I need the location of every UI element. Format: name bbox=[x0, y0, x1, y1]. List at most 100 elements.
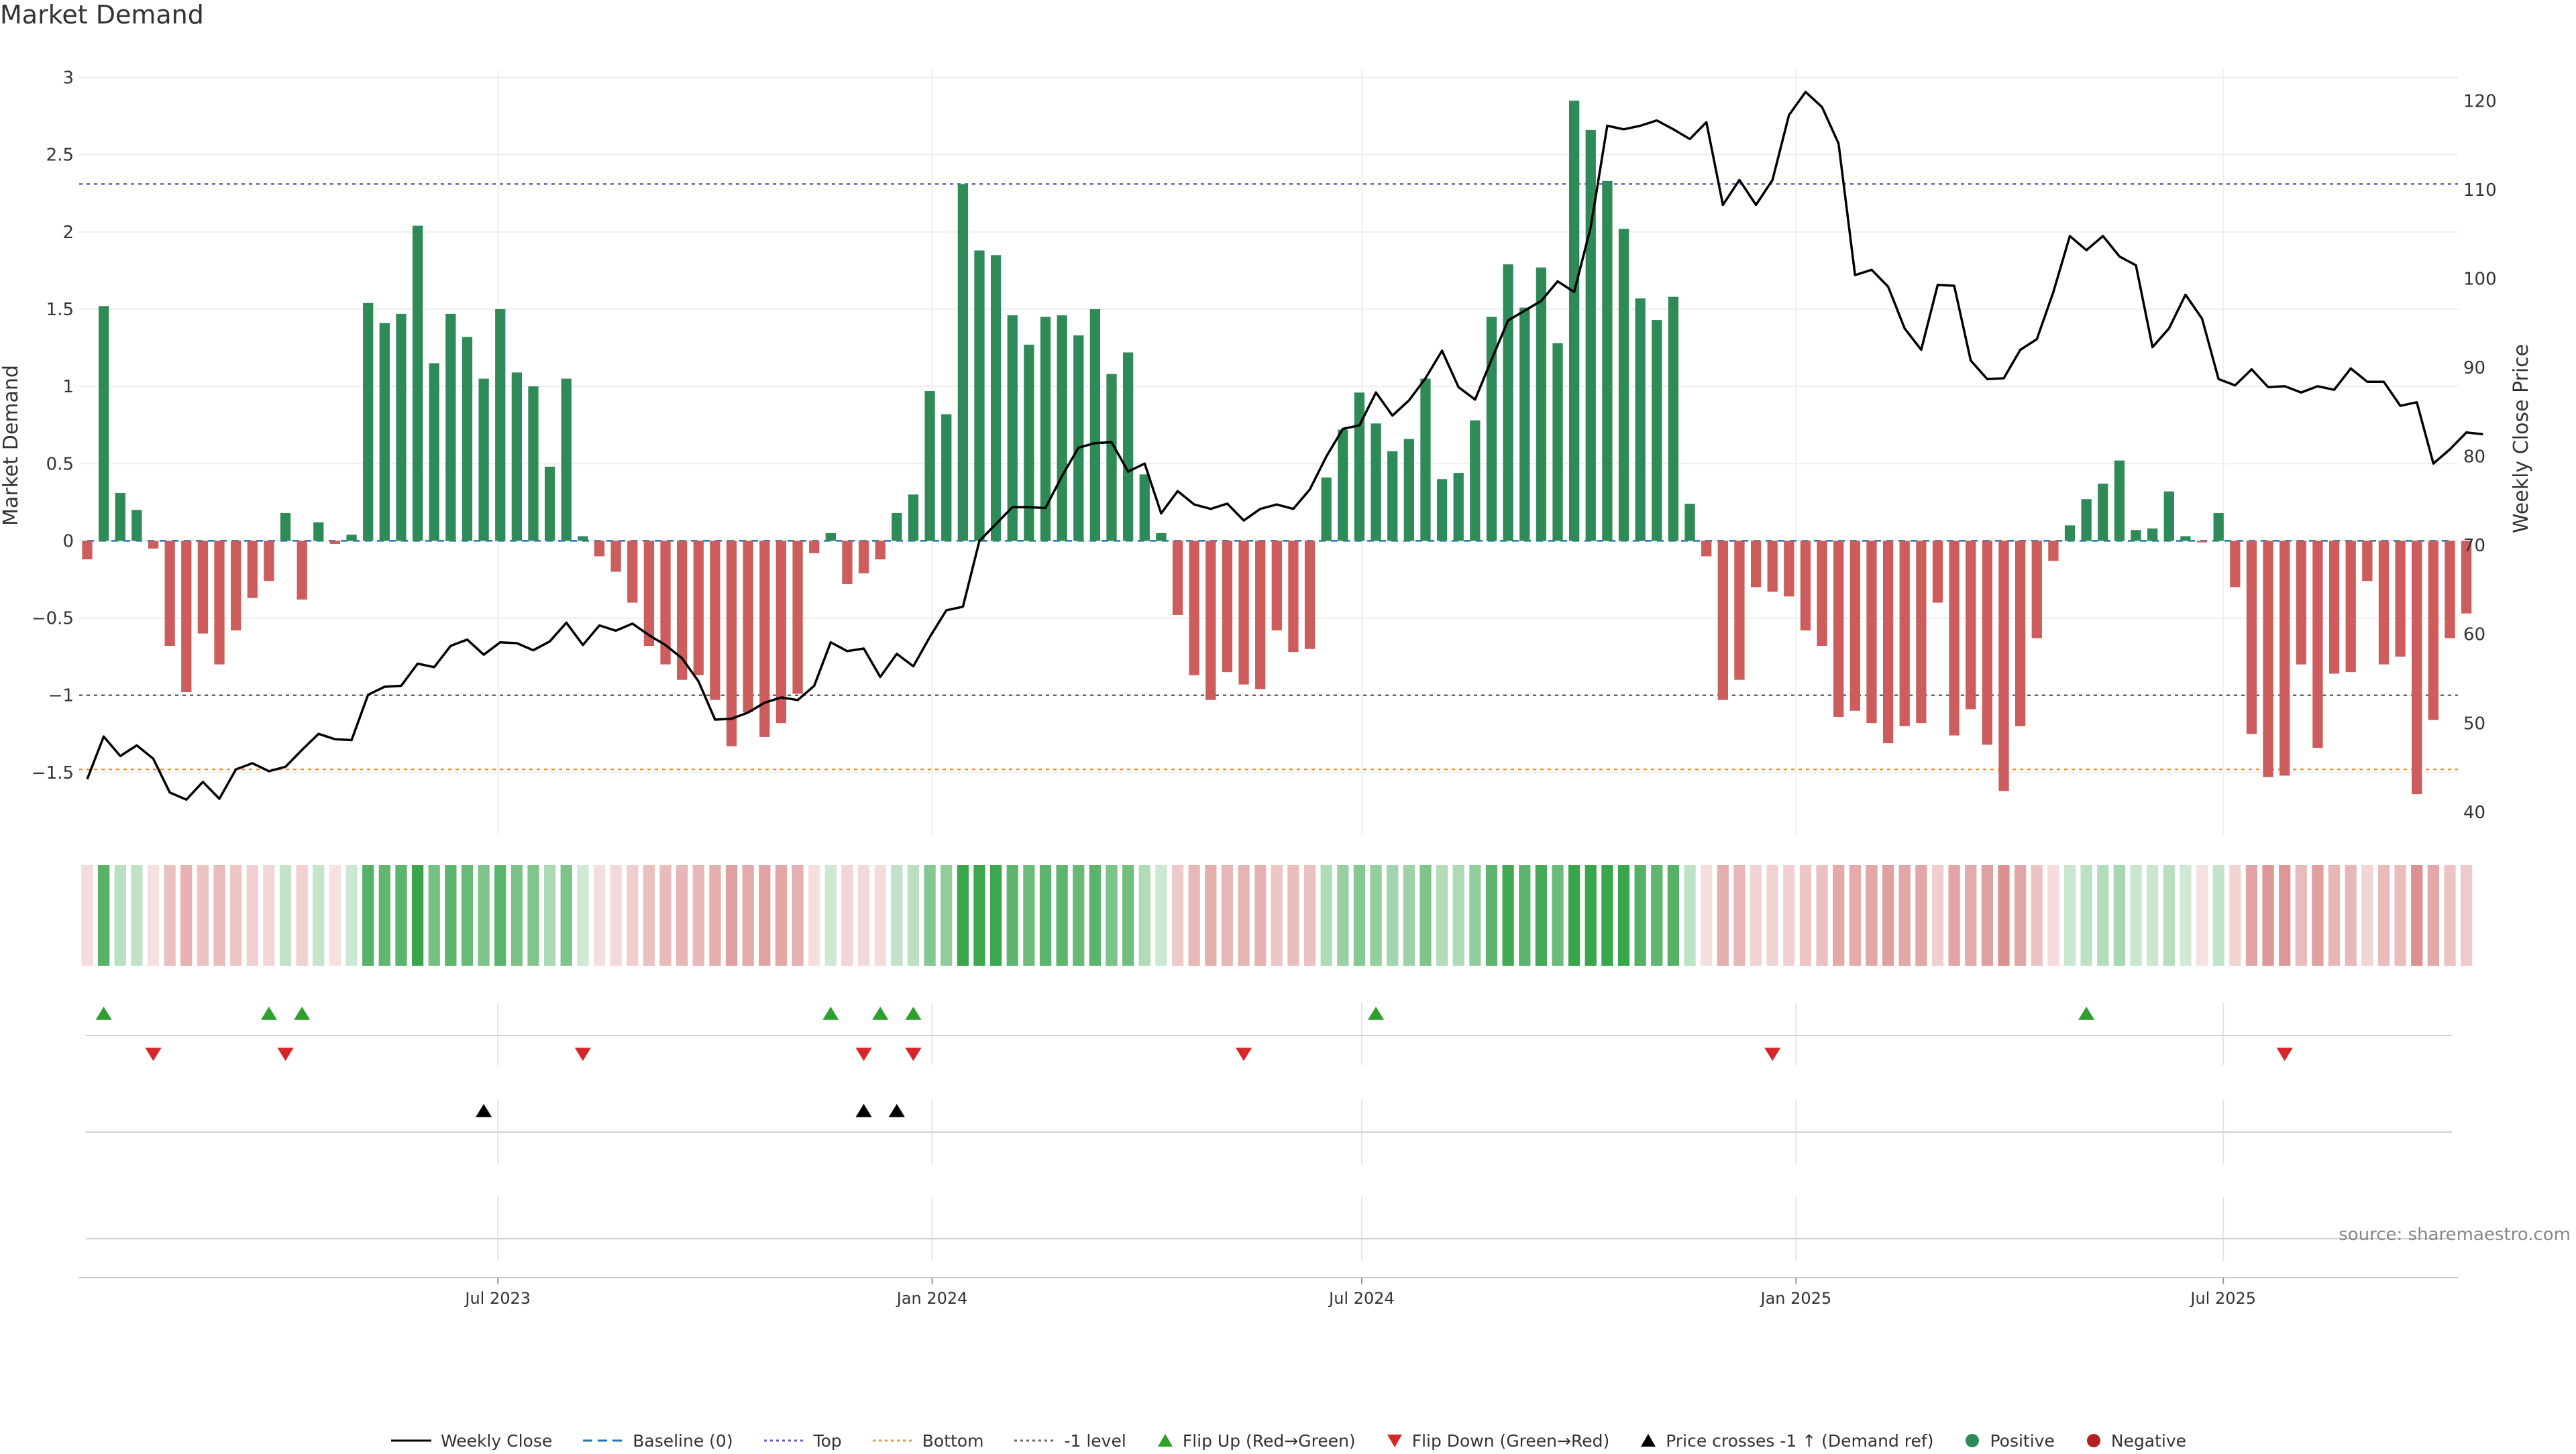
demand-bar bbox=[1717, 541, 1728, 700]
legend-swatch-icon bbox=[872, 1439, 913, 1442]
heat-cell bbox=[2080, 865, 2092, 966]
legend-item: Flip Up (Red→Green) bbox=[1156, 1431, 1356, 1451]
demand-bar bbox=[1271, 541, 1282, 630]
demand-bar bbox=[2048, 541, 2059, 561]
heat-cell bbox=[824, 865, 837, 966]
legend-item: Weekly Close bbox=[390, 1431, 552, 1451]
legend-label: Positive bbox=[1990, 1431, 2055, 1451]
demand-bar bbox=[858, 541, 869, 573]
legend-label: Flip Up (Red→Green) bbox=[1182, 1431, 1356, 1451]
legend-item: Negative bbox=[2084, 1431, 2186, 1451]
demand-bar bbox=[1453, 473, 1464, 541]
demand-bar bbox=[1106, 374, 1117, 541]
heat-cell bbox=[1370, 865, 1382, 966]
y-tick-label: −1 bbox=[48, 686, 74, 706]
demand-bar bbox=[2312, 541, 2323, 748]
heat-cell bbox=[1535, 865, 1548, 966]
demand-bar bbox=[164, 541, 175, 647]
demand-bar bbox=[1734, 541, 1745, 680]
heat-cell bbox=[1766, 865, 1778, 966]
legend-swatch-icon bbox=[1641, 1434, 1656, 1447]
demand-bar bbox=[264, 541, 274, 581]
heat-cell bbox=[1701, 865, 1713, 966]
demand-bar bbox=[2230, 541, 2241, 588]
demand-bar bbox=[1123, 352, 1134, 541]
demand-bar bbox=[561, 378, 572, 541]
legend: Weekly Close Baseline (0) Top Bottom -1 leve… bbox=[0, 1427, 2576, 1454]
heat-cell bbox=[1783, 865, 1795, 966]
heat-cell bbox=[1931, 865, 1944, 966]
demand-bar bbox=[908, 494, 919, 541]
legend-item: Positive bbox=[1963, 1431, 2055, 1451]
heat-cell bbox=[1188, 865, 1200, 966]
demand-bar bbox=[1849, 541, 1860, 711]
heat-cell bbox=[1436, 865, 1448, 966]
demand-bar bbox=[1288, 541, 1299, 653]
flip-down-marker bbox=[145, 1048, 162, 1061]
heat-cell bbox=[1353, 865, 1366, 966]
flip-down-marker bbox=[855, 1048, 872, 1061]
heat-cell bbox=[543, 865, 556, 966]
heat-cell bbox=[445, 865, 457, 966]
heat-cell bbox=[2345, 865, 2357, 966]
demand-bar bbox=[875, 541, 885, 560]
demand-bar bbox=[462, 337, 473, 541]
demand-bar bbox=[396, 313, 407, 541]
x-tick-label: Jul 2023 bbox=[464, 1289, 531, 1308]
demand-bar bbox=[677, 541, 688, 680]
heat-cell bbox=[692, 865, 704, 966]
heat-cell bbox=[246, 865, 258, 966]
demand-bar bbox=[2081, 499, 2092, 541]
demand-bar bbox=[1255, 541, 1266, 689]
heat-cell bbox=[263, 865, 275, 966]
price-line-group bbox=[86, 91, 2483, 801]
heat-cell bbox=[891, 865, 903, 966]
legend-label: Weekly Close bbox=[440, 1431, 553, 1451]
heat-cell bbox=[411, 865, 424, 966]
heat-cell bbox=[1833, 865, 1845, 966]
heat-cell bbox=[428, 865, 440, 966]
heat-cell bbox=[329, 865, 341, 966]
demand-bar bbox=[2196, 541, 2208, 543]
heat-cell bbox=[1568, 865, 1580, 966]
demand-bar bbox=[445, 313, 456, 541]
demand-bar bbox=[231, 541, 241, 630]
demand-bar bbox=[247, 541, 258, 598]
demand-bar bbox=[1569, 101, 1580, 541]
heat-cell bbox=[577, 865, 589, 966]
demand-bar bbox=[594, 541, 605, 557]
demand-bar bbox=[363, 302, 374, 541]
x-tick-label: Jan 2025 bbox=[1760, 1289, 1832, 1308]
legend-label: Bottom bbox=[922, 1431, 984, 1451]
heat-cell bbox=[279, 865, 292, 966]
heat-cell bbox=[1717, 865, 1729, 966]
heat-cell bbox=[1238, 865, 1250, 966]
heat-cell bbox=[1585, 865, 1597, 966]
heat-cell bbox=[1799, 865, 1812, 966]
y-tick-label: 0.5 bbox=[46, 454, 74, 474]
heat-cell bbox=[1981, 865, 1994, 966]
demand-bar bbox=[809, 541, 820, 553]
demand-bar bbox=[578, 536, 588, 541]
flip-down-marker bbox=[1235, 1048, 1252, 1061]
page-title: Market Demand bbox=[0, 0, 204, 30]
legend-label: Flip Down (Green→Red) bbox=[1411, 1431, 1610, 1451]
demand-bar bbox=[2180, 536, 2191, 541]
heat-cell bbox=[527, 865, 539, 966]
demand-bar bbox=[1024, 344, 1034, 541]
heat-cell bbox=[989, 865, 1002, 966]
flip-down-marker bbox=[1764, 1048, 1781, 1061]
demand-bar bbox=[957, 184, 968, 541]
heat-cell bbox=[2212, 865, 2224, 966]
demand-bar bbox=[759, 541, 770, 737]
y2-tick-label: 70 bbox=[2463, 536, 2485, 556]
demand-bar bbox=[924, 391, 935, 541]
heat-cell bbox=[1485, 865, 1498, 966]
x-tick-label: Jan 2024 bbox=[896, 1289, 968, 1308]
demand-bar bbox=[2263, 541, 2273, 777]
legend-item: Price crosses -1 ↑ (Demand ref) bbox=[1639, 1431, 1933, 1451]
heat-cell bbox=[643, 865, 655, 966]
demand-bar bbox=[280, 512, 291, 541]
axes: −1.5 −1 −0.5 0 0.5 1 1.5 2 2.5 3 40 50 60 70 80 90 100 11… bbox=[0, 68, 2533, 1308]
y2-tick-label: 50 bbox=[2463, 714, 2485, 734]
